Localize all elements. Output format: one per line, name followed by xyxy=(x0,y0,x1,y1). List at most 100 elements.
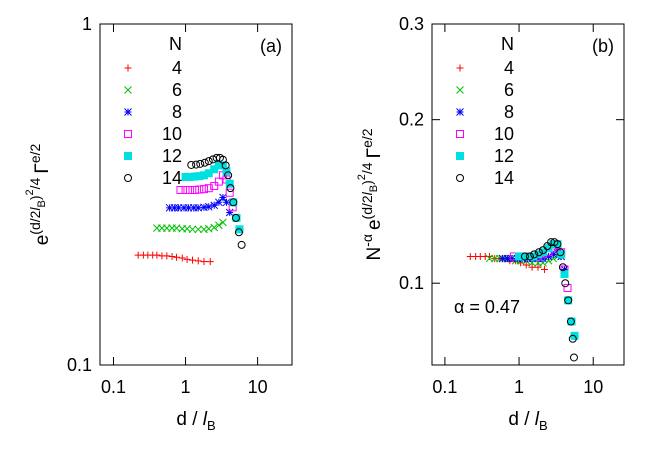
legend-label: 12 xyxy=(494,146,514,166)
x-tick-label: 0.1 xyxy=(101,377,126,397)
marker xyxy=(221,161,230,170)
marker xyxy=(219,193,227,202)
marker xyxy=(124,174,132,182)
marker xyxy=(185,185,194,194)
marker xyxy=(194,203,203,212)
y-tick-label: 0.3 xyxy=(399,14,424,34)
marker xyxy=(566,317,575,326)
marker xyxy=(204,169,213,178)
marker xyxy=(124,152,132,160)
legend-label: 4 xyxy=(172,58,182,78)
y-tick-label: 1 xyxy=(82,14,92,34)
legend-label: 12 xyxy=(162,146,182,166)
marker xyxy=(124,86,132,94)
marker xyxy=(528,263,536,271)
marker xyxy=(456,64,464,72)
legend-label: 6 xyxy=(172,80,182,100)
label-part: d / xyxy=(508,409,534,430)
legend-title: N xyxy=(169,34,182,54)
marker xyxy=(190,185,199,194)
label-part: ) xyxy=(359,180,375,185)
label-part: l xyxy=(535,409,540,430)
marker xyxy=(498,254,507,263)
x-tick-label: 10 xyxy=(583,377,603,397)
panel-label: (a) xyxy=(260,36,282,56)
marker xyxy=(124,130,132,138)
legend-title: N xyxy=(501,34,514,54)
marker xyxy=(174,203,183,212)
marker xyxy=(188,225,197,234)
marker xyxy=(219,218,227,227)
marker xyxy=(222,198,231,207)
marker xyxy=(204,202,213,211)
x-tick-label: 10 xyxy=(248,377,268,397)
legend-label: 10 xyxy=(494,124,514,144)
marker xyxy=(215,198,223,207)
marker xyxy=(180,203,188,212)
marker xyxy=(503,254,512,263)
x-tick-label: 1 xyxy=(181,377,191,397)
label-part: l xyxy=(203,409,208,430)
marker xyxy=(558,263,567,272)
annotation: α = 0.47 xyxy=(454,297,520,317)
label-part: /4 xyxy=(359,162,375,174)
marker xyxy=(165,203,174,212)
marker xyxy=(522,261,530,269)
legend-label: 10 xyxy=(162,124,182,144)
marker xyxy=(199,185,208,194)
marker xyxy=(568,334,577,343)
label-part: ) xyxy=(27,195,43,200)
x-tick-label: 1 xyxy=(514,377,524,397)
marker xyxy=(225,188,234,197)
marker xyxy=(173,253,181,261)
marker xyxy=(204,157,213,166)
panel-label: (b) xyxy=(592,36,614,56)
marker xyxy=(178,254,186,262)
label-part: 2 xyxy=(24,189,36,195)
y-tick-label: 0.1 xyxy=(399,273,424,293)
marker xyxy=(561,279,570,288)
label-part: 2 xyxy=(356,174,368,180)
legend-label: 8 xyxy=(504,102,514,122)
marker xyxy=(168,253,176,261)
label-part: (d/2 xyxy=(359,195,375,219)
label-part: /4 xyxy=(27,177,43,189)
marker xyxy=(176,185,185,194)
x-tick-label: 0.1 xyxy=(432,377,457,397)
marker xyxy=(508,254,516,263)
marker xyxy=(229,198,238,207)
label-part: B xyxy=(539,418,548,433)
marker xyxy=(194,257,202,265)
marker xyxy=(215,221,223,230)
label-part: B xyxy=(207,418,216,433)
y-tick-label: 0.2 xyxy=(399,110,424,130)
marker xyxy=(564,296,573,305)
y-tick-label: 0.1 xyxy=(67,355,92,375)
marker xyxy=(520,252,529,261)
marker xyxy=(163,252,171,260)
marker xyxy=(226,184,235,193)
marker xyxy=(225,208,234,217)
marker xyxy=(534,263,542,271)
marker xyxy=(560,265,569,274)
marker xyxy=(538,248,547,257)
marker xyxy=(204,184,213,193)
label-part: B xyxy=(36,200,48,207)
marker xyxy=(194,225,203,234)
label-part: d / xyxy=(176,409,202,430)
marker xyxy=(525,252,534,261)
legend-label: 4 xyxy=(504,58,514,78)
label-part: l xyxy=(27,207,43,211)
marker xyxy=(538,246,547,255)
marker xyxy=(124,108,132,116)
marker xyxy=(189,256,197,264)
label-part: N xyxy=(364,247,385,261)
marker xyxy=(556,248,565,257)
marker xyxy=(196,159,205,168)
label-part: Γ xyxy=(32,163,53,173)
marker xyxy=(544,252,553,261)
marker xyxy=(189,203,198,212)
marker xyxy=(214,177,223,186)
marker xyxy=(153,251,161,259)
marker xyxy=(200,203,208,212)
